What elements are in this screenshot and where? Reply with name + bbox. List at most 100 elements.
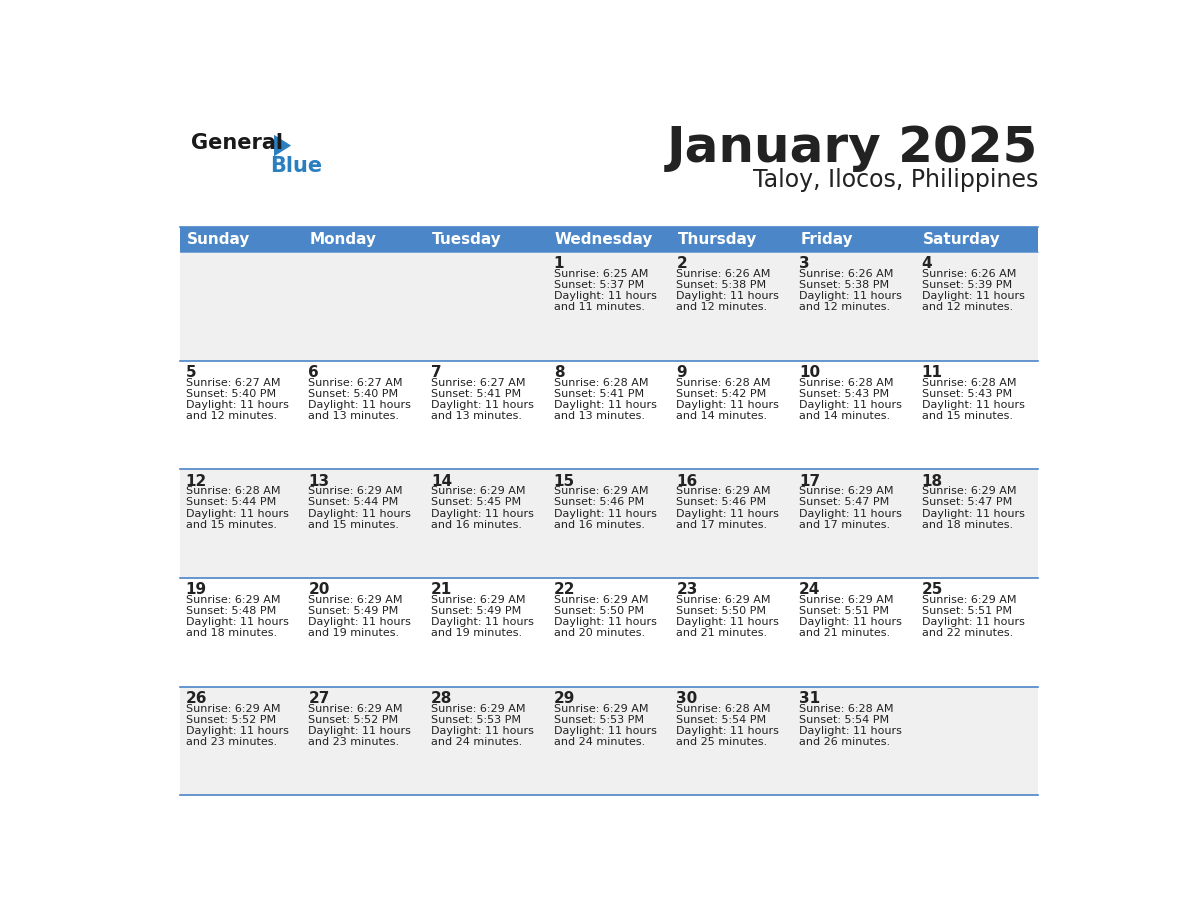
Text: Taloy, Ilocos, Philippines: Taloy, Ilocos, Philippines <box>753 168 1038 192</box>
Text: Sunset: 5:43 PM: Sunset: 5:43 PM <box>800 388 889 398</box>
Text: Sunrise: 6:29 AM: Sunrise: 6:29 AM <box>676 487 771 497</box>
Text: Saturday: Saturday <box>923 232 1000 247</box>
Text: and 17 minutes.: and 17 minutes. <box>676 520 767 530</box>
Text: and 23 minutes.: and 23 minutes. <box>185 737 277 747</box>
Text: and 11 minutes.: and 11 minutes. <box>554 302 645 312</box>
Text: and 22 minutes.: and 22 minutes. <box>922 629 1013 638</box>
Text: Daylight: 11 hours: Daylight: 11 hours <box>185 400 289 409</box>
Text: Sunset: 5:41 PM: Sunset: 5:41 PM <box>431 388 522 398</box>
Text: and 24 minutes.: and 24 minutes. <box>431 737 523 747</box>
Text: and 12 minutes.: and 12 minutes. <box>800 302 890 312</box>
Text: Sunset: 5:46 PM: Sunset: 5:46 PM <box>554 498 644 508</box>
Text: Daylight: 11 hours: Daylight: 11 hours <box>185 726 289 736</box>
Text: 11: 11 <box>922 364 942 380</box>
Text: 20: 20 <box>309 582 330 598</box>
Text: 6: 6 <box>309 364 320 380</box>
Text: and 19 minutes.: and 19 minutes. <box>431 629 522 638</box>
Text: Sunrise: 6:27 AM: Sunrise: 6:27 AM <box>185 377 280 387</box>
Text: Friday: Friday <box>801 232 853 247</box>
Text: Sunrise: 6:28 AM: Sunrise: 6:28 AM <box>676 704 771 713</box>
Text: and 21 minutes.: and 21 minutes. <box>800 629 890 638</box>
Text: Sunset: 5:52 PM: Sunset: 5:52 PM <box>185 715 276 725</box>
Text: Sunrise: 6:29 AM: Sunrise: 6:29 AM <box>922 487 1016 497</box>
Text: and 17 minutes.: and 17 minutes. <box>800 520 890 530</box>
Text: Daylight: 11 hours: Daylight: 11 hours <box>185 617 289 627</box>
Text: 30: 30 <box>676 691 697 706</box>
Text: Sunrise: 6:28 AM: Sunrise: 6:28 AM <box>554 377 649 387</box>
Text: 1: 1 <box>554 256 564 271</box>
Text: Daylight: 11 hours: Daylight: 11 hours <box>431 509 533 519</box>
Bar <box>425 227 548 252</box>
Text: 8: 8 <box>554 364 564 380</box>
Text: Sunrise: 6:27 AM: Sunrise: 6:27 AM <box>309 377 403 387</box>
Text: and 24 minutes.: and 24 minutes. <box>554 737 645 747</box>
Text: 31: 31 <box>800 691 820 706</box>
Text: 21: 21 <box>431 582 453 598</box>
Text: 16: 16 <box>676 474 697 488</box>
Text: 4: 4 <box>922 256 933 271</box>
Text: Sunset: 5:38 PM: Sunset: 5:38 PM <box>800 280 889 290</box>
Text: Sunset: 5:45 PM: Sunset: 5:45 PM <box>431 498 522 508</box>
Text: and 23 minutes.: and 23 minutes. <box>309 737 399 747</box>
Text: Sunrise: 6:27 AM: Sunrise: 6:27 AM <box>431 377 525 387</box>
Text: Sunset: 5:42 PM: Sunset: 5:42 PM <box>676 388 766 398</box>
Text: and 14 minutes.: and 14 minutes. <box>800 411 890 421</box>
Text: and 15 minutes.: and 15 minutes. <box>185 520 277 530</box>
Text: Daylight: 11 hours: Daylight: 11 hours <box>922 291 1024 301</box>
Text: 17: 17 <box>800 474 820 488</box>
Text: and 12 minutes.: and 12 minutes. <box>922 302 1013 312</box>
Text: Daylight: 11 hours: Daylight: 11 hours <box>676 291 779 301</box>
Text: Thursday: Thursday <box>677 232 757 247</box>
Bar <box>670 227 792 252</box>
Text: Daylight: 11 hours: Daylight: 11 hours <box>431 726 533 736</box>
Text: and 13 minutes.: and 13 minutes. <box>309 411 399 421</box>
Text: Daylight: 11 hours: Daylight: 11 hours <box>554 291 657 301</box>
Text: and 21 minutes.: and 21 minutes. <box>676 629 767 638</box>
Text: Sunrise: 6:29 AM: Sunrise: 6:29 AM <box>800 487 893 497</box>
Text: Daylight: 11 hours: Daylight: 11 hours <box>185 509 289 519</box>
Text: Sunset: 5:44 PM: Sunset: 5:44 PM <box>309 498 398 508</box>
Text: Daylight: 11 hours: Daylight: 11 hours <box>676 509 779 519</box>
Text: Sunrise: 6:29 AM: Sunrise: 6:29 AM <box>554 595 649 605</box>
Text: Sunrise: 6:29 AM: Sunrise: 6:29 AM <box>185 704 280 713</box>
Polygon shape <box>274 135 291 156</box>
Text: Sunrise: 6:26 AM: Sunrise: 6:26 AM <box>676 269 771 279</box>
Text: Sunrise: 6:29 AM: Sunrise: 6:29 AM <box>676 595 771 605</box>
Text: Sunset: 5:40 PM: Sunset: 5:40 PM <box>185 388 276 398</box>
Text: and 13 minutes.: and 13 minutes. <box>431 411 522 421</box>
Text: Sunrise: 6:28 AM: Sunrise: 6:28 AM <box>800 377 893 387</box>
Text: 19: 19 <box>185 582 207 598</box>
Text: and 13 minutes.: and 13 minutes. <box>554 411 645 421</box>
Text: Sunset: 5:51 PM: Sunset: 5:51 PM <box>922 606 1012 616</box>
Text: Sunset: 5:46 PM: Sunset: 5:46 PM <box>676 498 766 508</box>
Text: Daylight: 11 hours: Daylight: 11 hours <box>554 509 657 519</box>
Text: and 15 minutes.: and 15 minutes. <box>922 411 1012 421</box>
Text: Sunset: 5:48 PM: Sunset: 5:48 PM <box>185 606 276 616</box>
Bar <box>179 578 1038 687</box>
Text: Sunrise: 6:28 AM: Sunrise: 6:28 AM <box>185 487 280 497</box>
Text: Sunrise: 6:26 AM: Sunrise: 6:26 AM <box>922 269 1016 279</box>
Text: 7: 7 <box>431 364 442 380</box>
Bar <box>179 687 1038 796</box>
Text: and 16 minutes.: and 16 minutes. <box>431 520 522 530</box>
Text: and 18 minutes.: and 18 minutes. <box>922 520 1013 530</box>
Text: and 12 minutes.: and 12 minutes. <box>185 411 277 421</box>
Bar <box>179 227 302 252</box>
Text: Wednesday: Wednesday <box>555 232 653 247</box>
Text: Sunset: 5:47 PM: Sunset: 5:47 PM <box>922 498 1012 508</box>
Text: Daylight: 11 hours: Daylight: 11 hours <box>800 291 902 301</box>
Text: Daylight: 11 hours: Daylight: 11 hours <box>554 400 657 409</box>
Text: Sunrise: 6:28 AM: Sunrise: 6:28 AM <box>800 704 893 713</box>
Text: Sunset: 5:43 PM: Sunset: 5:43 PM <box>922 388 1012 398</box>
Text: Sunset: 5:53 PM: Sunset: 5:53 PM <box>431 715 522 725</box>
Text: and 19 minutes.: and 19 minutes. <box>309 629 399 638</box>
Text: Sunrise: 6:28 AM: Sunrise: 6:28 AM <box>922 377 1016 387</box>
Text: 5: 5 <box>185 364 196 380</box>
Text: 27: 27 <box>309 691 330 706</box>
Text: 15: 15 <box>554 474 575 488</box>
Text: Sunset: 5:54 PM: Sunset: 5:54 PM <box>676 715 766 725</box>
Text: 13: 13 <box>309 474 329 488</box>
Text: Daylight: 11 hours: Daylight: 11 hours <box>800 400 902 409</box>
Text: Daylight: 11 hours: Daylight: 11 hours <box>431 400 533 409</box>
Text: Sunset: 5:38 PM: Sunset: 5:38 PM <box>676 280 766 290</box>
